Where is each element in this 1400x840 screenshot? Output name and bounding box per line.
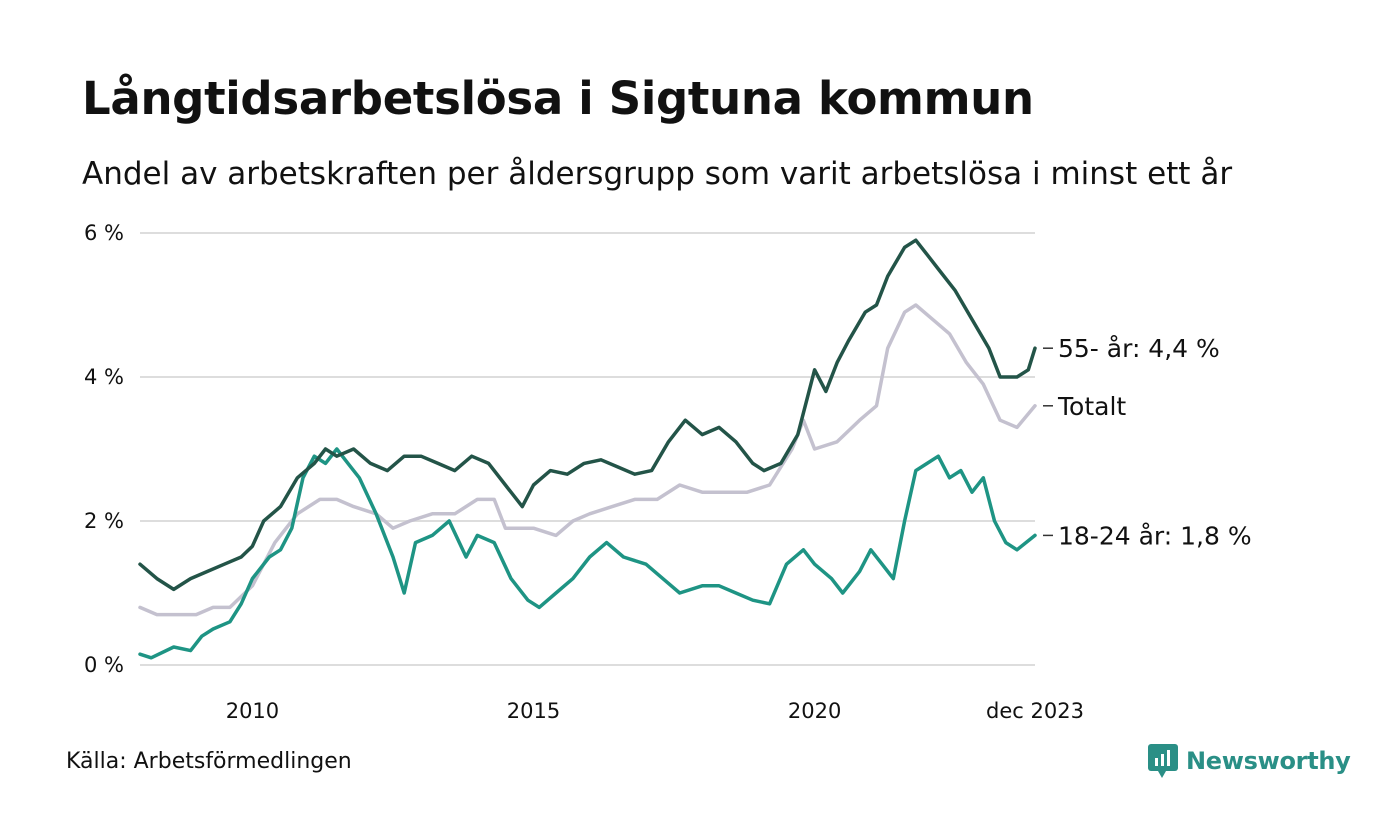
y-tick-label: 4 % — [84, 365, 124, 389]
brand-name: Newsworthy — [1186, 747, 1351, 775]
x-tick-label: 2010 — [226, 699, 279, 723]
series-line — [138, 303, 1037, 617]
series-end-label: Totalt — [1057, 392, 1126, 421]
series-line — [138, 238, 1037, 592]
series-line — [138, 447, 1037, 660]
y-tick-label: 0 % — [84, 653, 124, 677]
series-end-label: 18-24 år: 1,8 % — [1058, 521, 1252, 550]
series-end-label: 55- år: 4,4 % — [1058, 334, 1220, 363]
brand-logo[interactable]: Newsworthy — [1148, 744, 1351, 778]
source-note: Källa: Arbetsförmedlingen — [66, 749, 352, 774]
x-tick-label: 2020 — [788, 699, 841, 723]
newsworthy-logo-icon — [1148, 744, 1178, 778]
x-tick-label: 2015 — [507, 699, 560, 723]
chart-title: Långtidsarbetslösa i Sigtuna kommun — [82, 72, 1034, 125]
y-tick-label: 2 % — [84, 509, 124, 533]
chart-subtitle: Andel av arbetskraften per åldersgrupp s… — [82, 156, 1233, 192]
x-tick-label: dec 2023 — [986, 699, 1084, 723]
y-tick-label: 6 % — [84, 221, 124, 245]
